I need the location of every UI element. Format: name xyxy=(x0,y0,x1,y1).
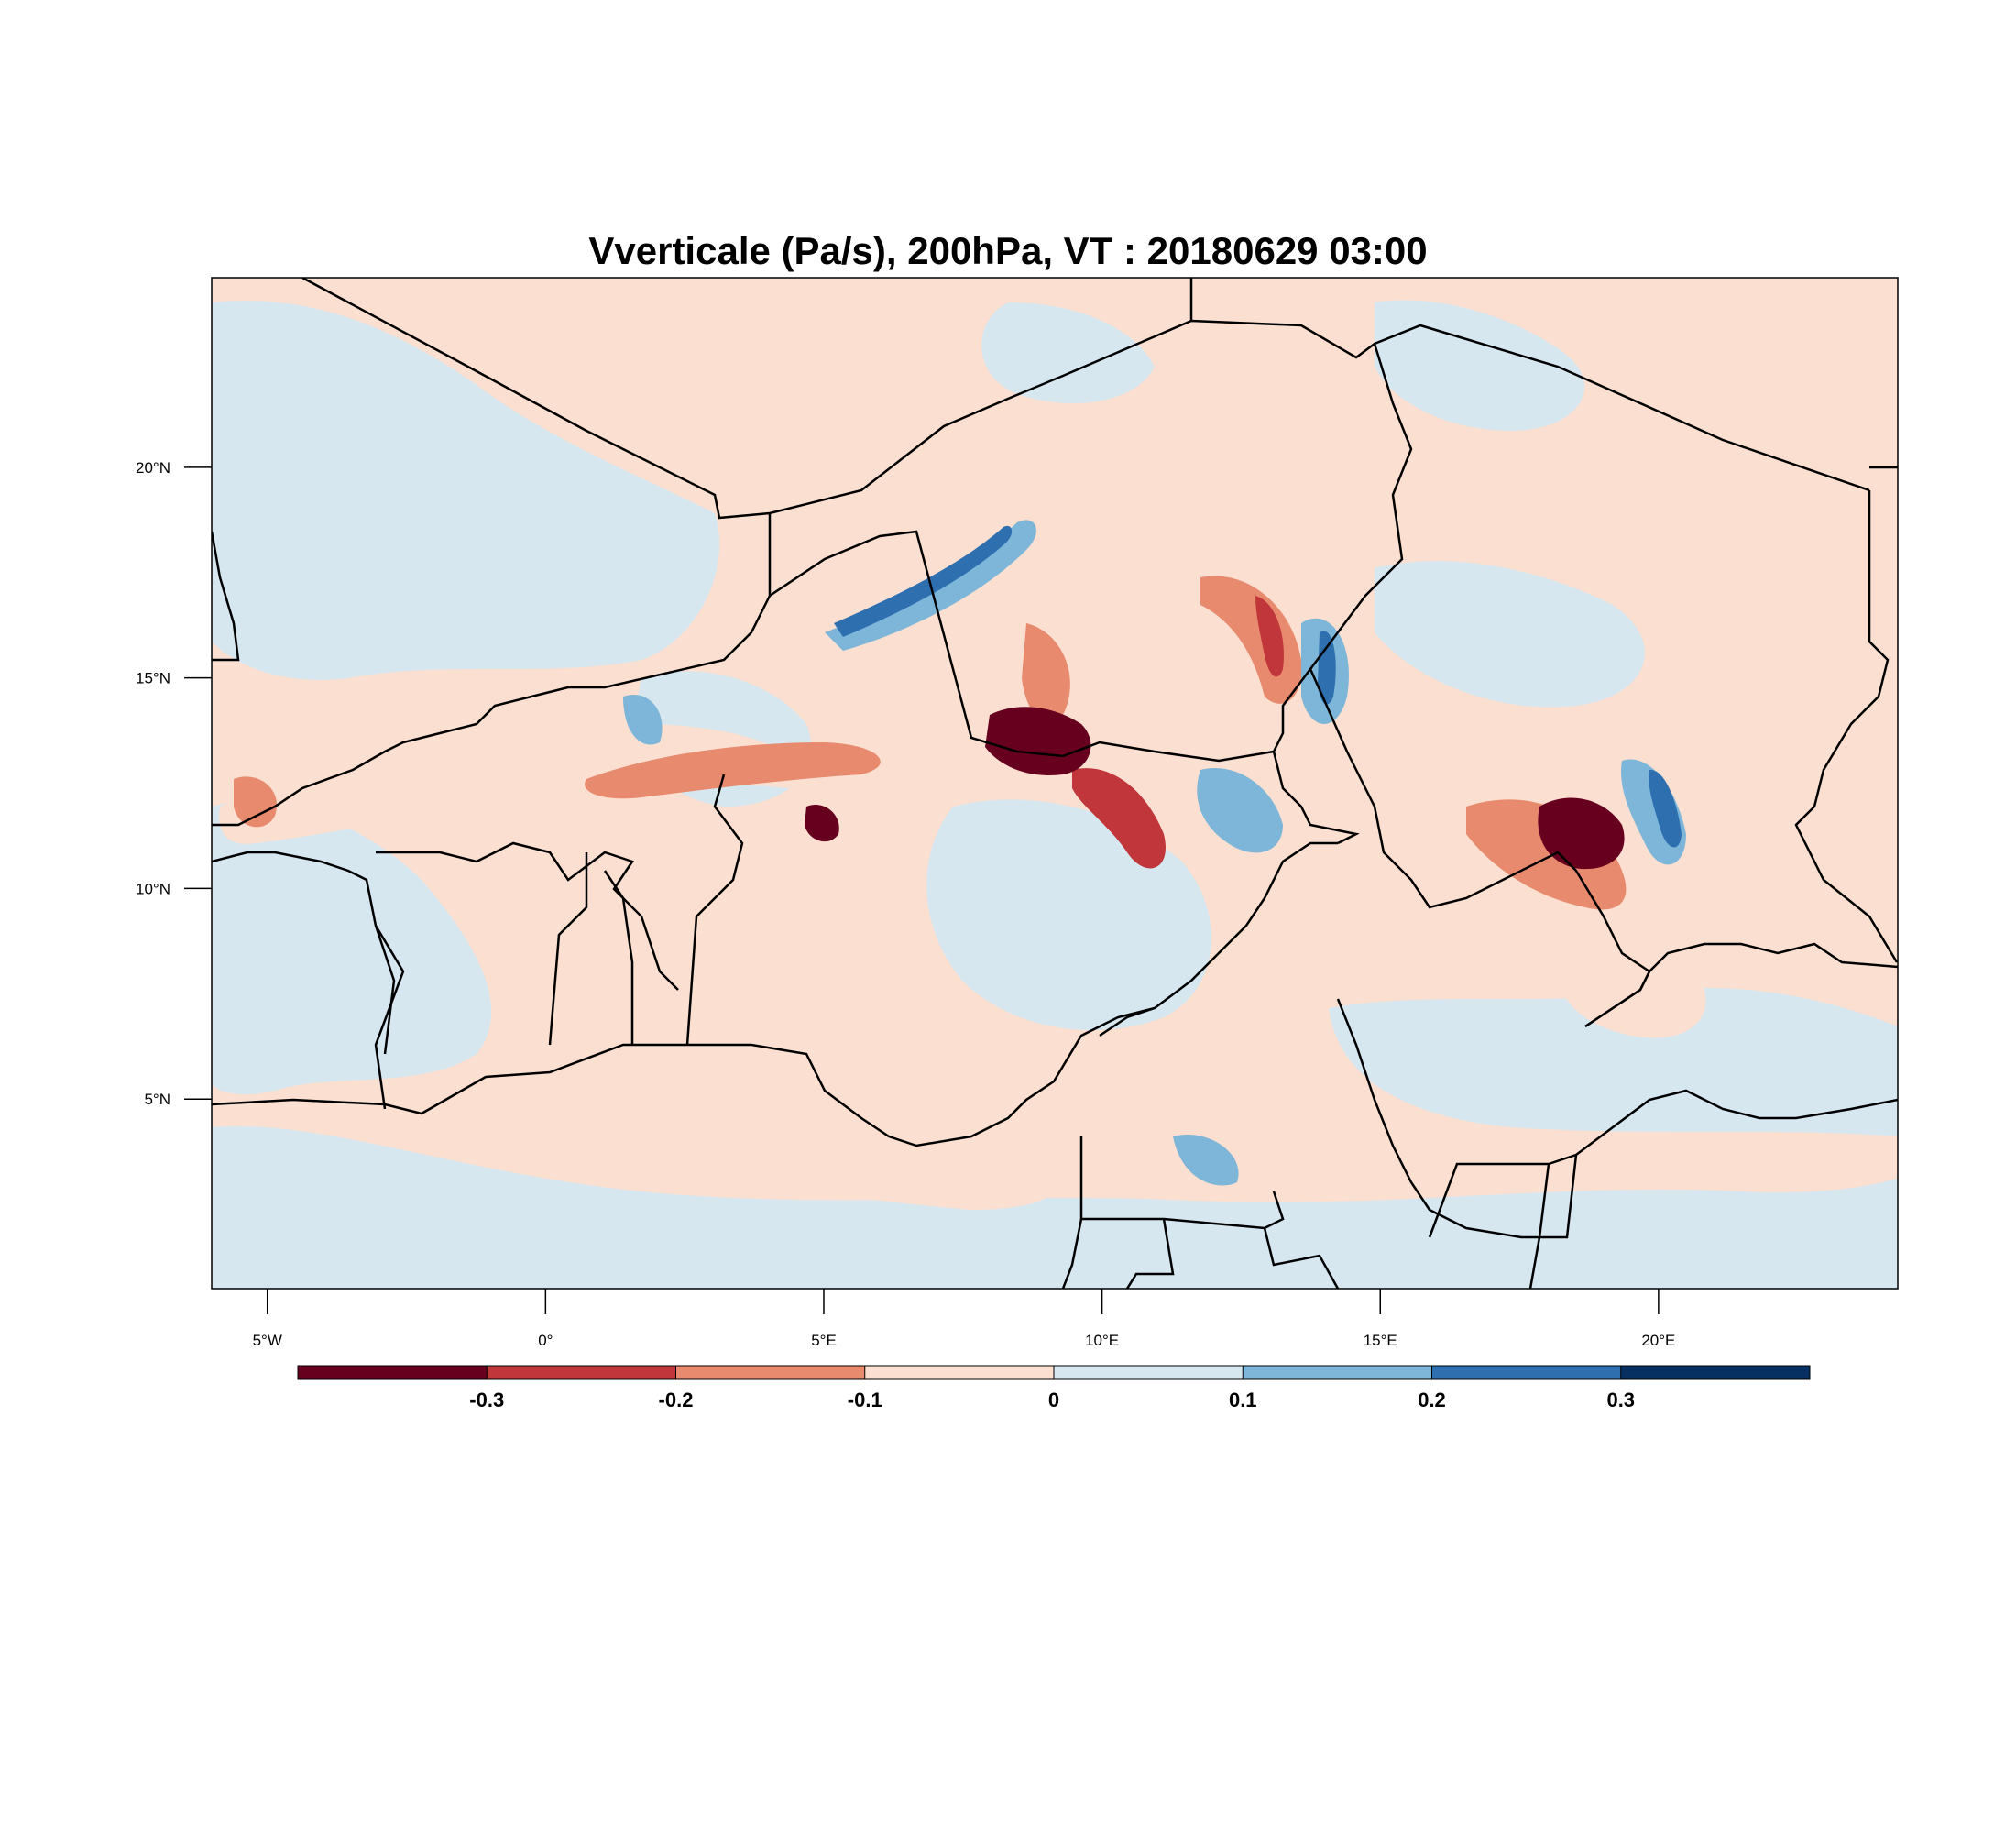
field-weak-negative xyxy=(509,1062,1059,1210)
border-line xyxy=(1794,490,1898,963)
colorbar-swatch xyxy=(298,1366,488,1379)
lon-tick-label: 0° xyxy=(538,1332,553,1349)
border-line xyxy=(1272,751,1360,845)
plot-frame xyxy=(211,277,1899,1290)
field-moderate-positive xyxy=(1173,1135,1239,1186)
field-moderate-negative xyxy=(234,776,277,828)
map-title: Vverticale (Pa/s), 200hPa, VT : 20180629… xyxy=(588,229,1428,272)
colorbar-label: 0 xyxy=(1048,1388,1059,1411)
colorbar-label: -0.2 xyxy=(659,1388,694,1411)
field-weak-positive xyxy=(1375,561,1645,708)
field-strong-positive xyxy=(1318,631,1336,705)
border-line xyxy=(769,530,1275,763)
colorbar-label: 0.3 xyxy=(1606,1388,1635,1411)
field-weak-positive xyxy=(212,801,492,1095)
border-line xyxy=(1528,1163,1550,1289)
lat-tick-label: 15°N xyxy=(136,670,170,687)
border-line xyxy=(696,774,744,917)
border-line xyxy=(374,925,405,1110)
field-weak-positive xyxy=(212,301,720,680)
colorbar-swatch xyxy=(1054,1366,1244,1379)
field-weak-negative xyxy=(219,723,806,844)
border-line xyxy=(212,531,240,662)
field-weak-negative xyxy=(1620,376,1761,461)
field-strong-negative xyxy=(985,707,1091,775)
lon-tick-label: 10°E xyxy=(1085,1332,1119,1349)
lon-tick-label: 5°W xyxy=(253,1332,282,1349)
field-moderate-negative xyxy=(1022,623,1070,722)
colorbar-swatch xyxy=(1431,1366,1621,1379)
latitude-axis: 20°N 15°N 10°N 5°N xyxy=(136,459,212,1108)
lat-tick-label: 20°N xyxy=(136,459,170,477)
colorbar-label: -0.3 xyxy=(469,1388,504,1411)
lon-tick-label: 5°E xyxy=(811,1332,837,1349)
colorbar-label: 0.2 xyxy=(1418,1388,1446,1411)
anomaly-fields xyxy=(212,300,1898,1289)
field-weak-positive xyxy=(212,1125,1898,1289)
plot-area xyxy=(212,278,1898,1289)
colorbar-swatch xyxy=(864,1366,1054,1379)
field-weak-negative xyxy=(783,468,1070,640)
lat-tick-label: 10°N xyxy=(136,880,170,897)
field-moderate-positive xyxy=(623,695,663,745)
field-strong-positive xyxy=(834,525,1013,637)
field-weak-positive xyxy=(1375,300,1585,431)
field-weak-positive xyxy=(981,302,1155,403)
field-moderate-positive xyxy=(1197,768,1283,853)
lon-tick-label: 20°E xyxy=(1641,1332,1675,1349)
border-line xyxy=(1099,1006,1156,1037)
lat-tick-label: 5°N xyxy=(144,1091,170,1108)
border-line xyxy=(685,916,698,1046)
colorbar-swatch xyxy=(1620,1366,1810,1379)
border-line xyxy=(1336,998,1898,1239)
field-weak-negative xyxy=(1200,415,1372,552)
field-strong-negative xyxy=(1255,596,1284,677)
field-strong-negative xyxy=(1538,797,1625,870)
border-line xyxy=(1125,1218,1175,1289)
field-moderate-negative xyxy=(1072,768,1166,869)
field-strong-negative xyxy=(805,805,839,842)
colorbar-swatch xyxy=(487,1366,676,1379)
border-line xyxy=(1079,1136,1285,1230)
border-line xyxy=(1428,1153,1577,1238)
colorbar-swatch xyxy=(675,1366,865,1379)
border-line xyxy=(1584,942,1898,1028)
field-strong-positive xyxy=(1649,769,1682,848)
colorbar-swatch xyxy=(1243,1366,1432,1379)
border-line xyxy=(212,513,772,827)
country-borders xyxy=(212,278,1898,1289)
border-line xyxy=(1263,1227,1340,1289)
field-moderate-negative xyxy=(585,742,881,799)
colorbar-label: -0.1 xyxy=(848,1388,882,1411)
field-weak-negative xyxy=(1556,946,1706,1038)
border-line xyxy=(603,870,634,1045)
colorbar: -0.3 -0.2 -0.1 0 0.1 0.2 0.3 xyxy=(297,1365,1811,1411)
border-line xyxy=(301,278,1870,520)
border-line xyxy=(548,852,588,1046)
lon-tick-label: 15°E xyxy=(1364,1332,1397,1349)
colorbar-label: 0.1 xyxy=(1229,1388,1257,1411)
border-line xyxy=(1272,343,1413,752)
border-line xyxy=(1061,1218,1083,1289)
field-weak-positive xyxy=(1329,988,1898,1136)
border-line xyxy=(212,851,396,1055)
border-line xyxy=(212,841,1338,1147)
longitude-axis: 5°W 0° 5°E 10°E 15°E 20°E xyxy=(253,1289,1675,1349)
